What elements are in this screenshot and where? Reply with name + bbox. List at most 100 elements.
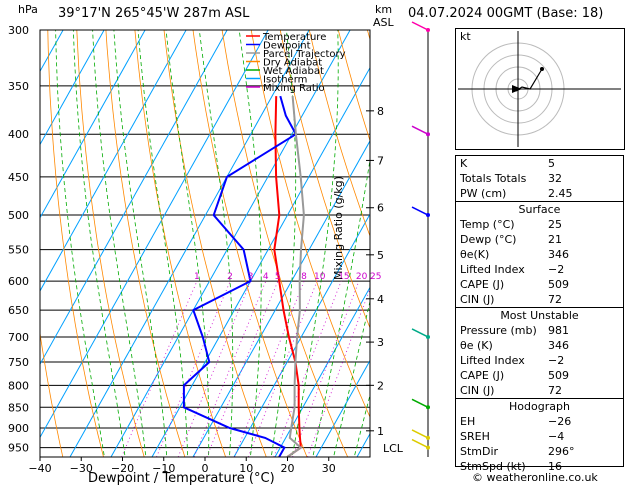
pressure-tick-label: 700: [8, 331, 29, 344]
surface-value: 346: [548, 248, 569, 261]
pressure-tick-label: 850: [8, 401, 29, 414]
surface-value: 509: [548, 278, 569, 291]
pressure-tick-label: 300: [8, 24, 29, 37]
x-tick-label: −40: [28, 462, 51, 475]
mixing-ratio-label: 5: [275, 272, 281, 282]
hodo-row: StmSpd (kt) 16: [456, 459, 623, 474]
isotherm-line: [40, 30, 105, 146]
section-divider: [456, 307, 623, 308]
mixing-ratio-line: [193, 280, 267, 457]
hodo-label: StmSpd (kt): [460, 460, 526, 473]
surface-row: Lifted Index −2: [456, 262, 623, 277]
km-tick-label: 6: [377, 202, 384, 215]
wet-adiabat-line: [271, 30, 297, 456]
surface-value: 21: [548, 233, 562, 246]
wet-adiabat-line: [312, 157, 370, 456]
wind-barb-dot: [426, 28, 430, 32]
most-unstable-heading: Most Unstable: [500, 309, 579, 322]
wind-barb-dot: [426, 334, 430, 339]
wind-barb-dot: [426, 405, 430, 410]
surface-label: Lifted Index: [460, 263, 525, 276]
dry-adiabat-line: [76, 30, 145, 457]
pressure-tick-label: 350: [8, 80, 29, 93]
surface-heading: Surface: [518, 203, 561, 216]
surface-value: 25: [548, 218, 562, 231]
hodo-value: 16: [548, 460, 562, 473]
wind-barb: [411, 328, 429, 338]
x-tick-label: −20: [111, 462, 134, 475]
hodograph-plot: [458, 31, 621, 147]
surface-label: CIN (J): [460, 293, 495, 306]
wet-adiabat-line: [165, 30, 210, 456]
km-tick-label: 2: [377, 379, 384, 392]
x-tick-label: 0: [202, 462, 209, 475]
indices-table: K 5 Totals Totals 32 PW (cm) 2.45 Surfac…: [455, 155, 624, 473]
hodo-value: −4: [548, 430, 565, 443]
mixing-ratio-axis-title: Mixing Ratio (g/kg): [332, 176, 345, 280]
wind-barb: [411, 438, 429, 449]
pressure-tick-label: 450: [8, 171, 29, 184]
index-totals: Totals Totals 32: [456, 171, 623, 186]
surface-label: θe(K): [460, 248, 490, 261]
dry-adiabat-line: [47, 30, 104, 457]
surface-row: CAPE (J) 509: [456, 277, 623, 292]
x-tick-label: 30: [322, 462, 336, 475]
legend-label: Wet Adiabat: [263, 66, 324, 77]
hodograph-box: kt: [455, 28, 625, 150]
hodo-row: StmDir 296°: [456, 444, 623, 459]
lcl-label: LCL: [383, 442, 404, 455]
legend-label: Dewpoint: [263, 41, 311, 52]
mixing-ratio-label: 2: [227, 272, 233, 282]
mixing-ratio-label: 10: [314, 272, 326, 282]
isotherm-line: [40, 30, 228, 366]
dry-adiabat-line: [308, 30, 370, 238]
isotherm-line: [69, 30, 310, 457]
section-divider: [456, 201, 623, 202]
mu-value: 509: [548, 369, 569, 382]
mu-row: Lifted Index −2: [456, 353, 623, 368]
asl-label: ASL: [373, 16, 394, 29]
surface-label: CAPE (J): [460, 278, 505, 291]
mu-value: 72: [548, 384, 562, 397]
isotherm-line: [110, 30, 351, 457]
hodo-row: SREH −4: [456, 429, 623, 444]
km-tick-label: 5: [377, 249, 384, 262]
surface-row: θe(K) 346: [456, 247, 623, 262]
km-tick-label: 4: [377, 293, 384, 306]
surface-row: Dewp (°C) 21: [456, 232, 623, 247]
hodo-label: StmDir: [460, 445, 499, 458]
surface-value: −2: [548, 263, 565, 276]
wet-adiabat-line: [55, 30, 105, 456]
index-label: PW (cm): [460, 187, 507, 200]
km-tick-label: 8: [377, 105, 384, 118]
mu-label: CAPE (J): [460, 369, 505, 382]
pressure-tick-label: 550: [8, 244, 29, 257]
index-value: 32: [548, 172, 562, 185]
dry-adiabat-line: [40, 330, 64, 457]
wind-barb-dot: [426, 435, 430, 440]
wind-barb-dot: [426, 132, 430, 137]
wet-adiabat-line: [73, 30, 126, 456]
mu-label: CIN (J): [460, 384, 495, 397]
wind-barb-dot: [426, 445, 430, 450]
mixing-ratio-line: [234, 280, 305, 457]
section-divider: [456, 398, 623, 399]
wind-barb: [411, 206, 429, 216]
wet-adiabat-line: [92, 30, 147, 456]
surface-row: CIN (J) 72: [456, 292, 623, 307]
mu-label: Pressure (mb): [460, 324, 537, 337]
index-value: 2.45: [548, 187, 573, 200]
surface-value: 72: [548, 293, 562, 306]
mu-row: CIN (J) 72: [456, 383, 623, 398]
index-value: 5: [548, 157, 555, 170]
wet-adiabat-line: [238, 30, 262, 456]
km-tick-label: 7: [377, 154, 384, 167]
wet-adiabat-line: [137, 30, 188, 456]
pressure-tick-label: 400: [8, 128, 29, 141]
x-tick-label: −10: [152, 462, 175, 475]
mixing-ratio-label: 15: [338, 272, 349, 282]
isotherm-line: [192, 139, 370, 457]
surface-row: Temp (°C) 25: [456, 217, 623, 232]
isotherm-line: [315, 359, 370, 457]
